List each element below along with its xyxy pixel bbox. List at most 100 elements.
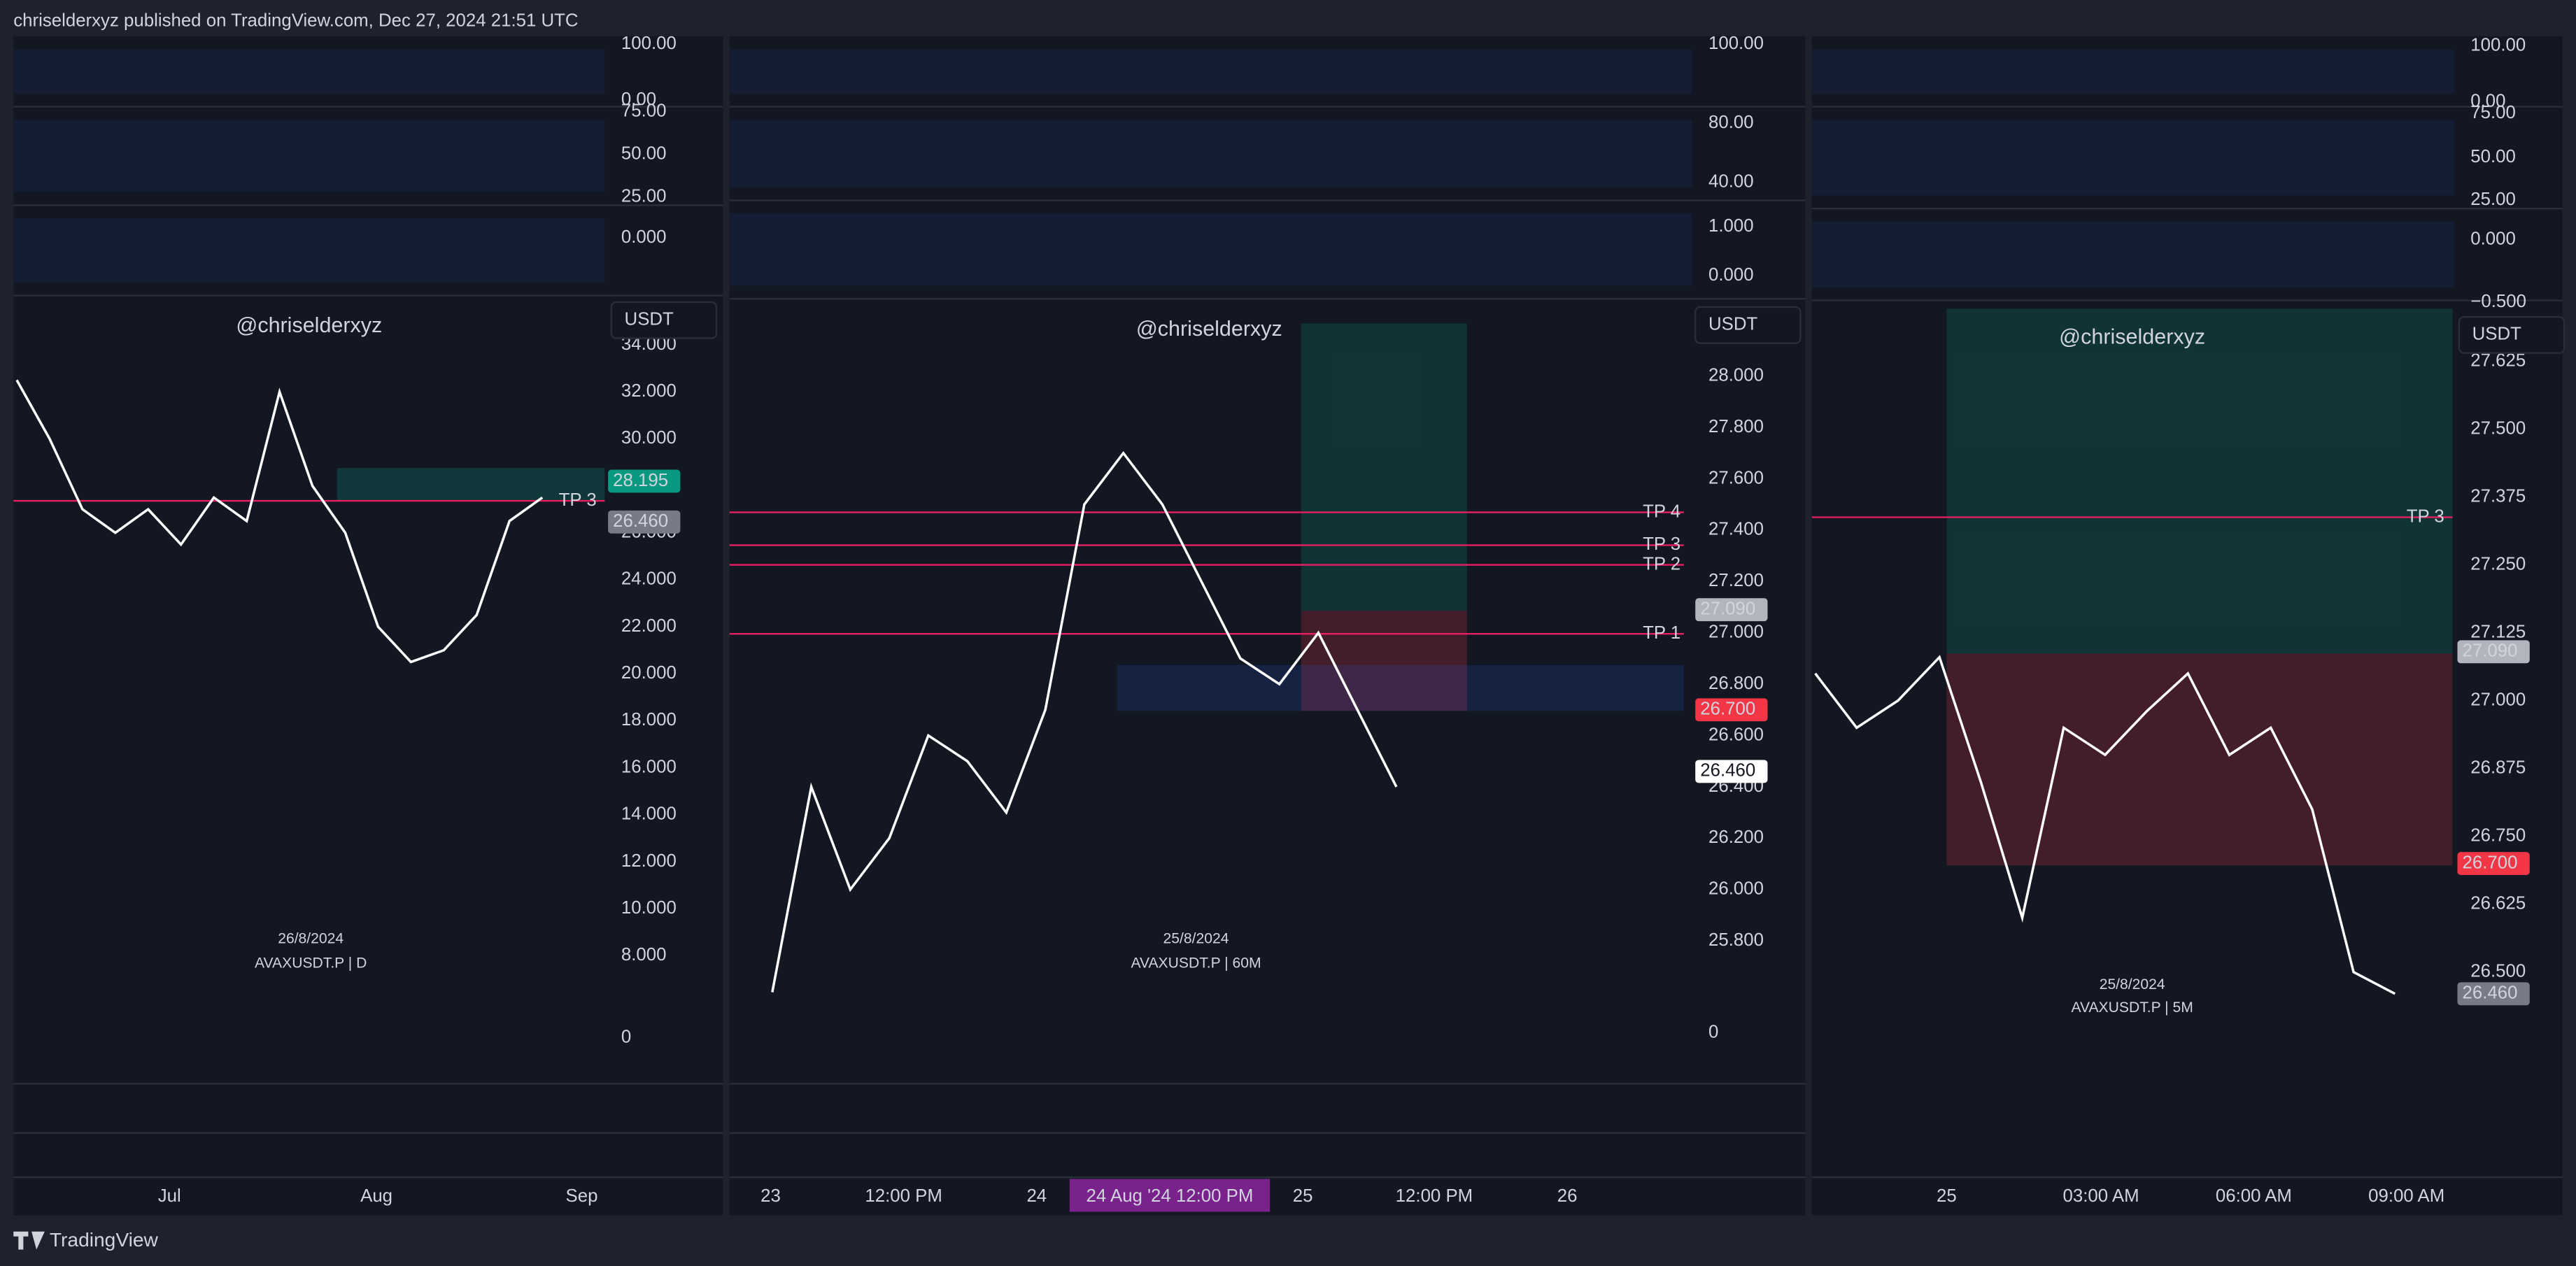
x-tick-label: Jul xyxy=(158,1186,181,1206)
price-label: 26.460 xyxy=(613,511,668,531)
x-tick-label: 24 Aug '24 12:00 PM xyxy=(1087,1186,1254,1206)
price-line xyxy=(1814,655,2396,995)
indicator-tick-label: 75.00 xyxy=(621,101,667,120)
price-tick-label: 26.875 xyxy=(2470,758,2526,778)
indicator-band xyxy=(13,218,605,283)
price-tick-label: 30.000 xyxy=(621,428,677,448)
price-tick-label: 22.000 xyxy=(621,616,677,636)
price-tick-label: 18.000 xyxy=(621,710,677,730)
indicator-band xyxy=(1811,120,2454,196)
indicator-tick-label: 0.000 xyxy=(2470,229,2516,249)
price-label: 26.700 xyxy=(2463,853,2518,872)
indicator-tick-label: 75.00 xyxy=(2470,103,2516,122)
currency-box xyxy=(610,301,718,339)
price-tick-label: 27.400 xyxy=(1708,520,1764,539)
price-label: 26.460 xyxy=(2463,983,2518,1003)
indicator-band xyxy=(1811,49,2454,94)
trade-zone xyxy=(1946,653,2453,866)
price-tick-label: 27.200 xyxy=(1708,571,1764,590)
indicator-band xyxy=(13,120,605,192)
price-tick-label: 12.000 xyxy=(621,851,677,871)
currency-label: USDT xyxy=(2472,325,2521,344)
panel-background xyxy=(13,36,723,1216)
watermark: @chriselderxyz xyxy=(236,313,382,337)
panel-background xyxy=(1811,36,2563,1216)
price-tick-label: 27.375 xyxy=(2470,486,2526,506)
price-label-box xyxy=(2457,982,2530,1006)
trade-zone xyxy=(337,468,605,502)
currency-box xyxy=(2458,315,2566,354)
indicator-tick-label: 80.00 xyxy=(1708,113,1754,132)
price-tick-label: 27.250 xyxy=(2470,554,2526,574)
indicator-tick-label: 25.00 xyxy=(2470,190,2516,209)
price-tick-label: 20.000 xyxy=(621,663,677,683)
indicator-tick-label: 100.00 xyxy=(2470,36,2526,55)
indicator-band xyxy=(729,120,1692,187)
price-tick-label: 24.000 xyxy=(621,569,677,589)
currency-label: USDT xyxy=(1708,315,1757,334)
price-tick-label: 27.125 xyxy=(2470,622,2526,641)
crosshair-date-box xyxy=(1069,1179,1271,1212)
price-line xyxy=(15,379,544,664)
x-tick-label: Aug xyxy=(360,1186,392,1206)
price-label: 26.700 xyxy=(1700,699,1755,719)
x-tick-label: 12:00 PM xyxy=(1396,1186,1473,1206)
price-label-box xyxy=(2457,852,2530,875)
x-tick-label: 24 xyxy=(1026,1186,1047,1206)
indicator-tick-label: 100.00 xyxy=(621,34,677,53)
target-label: TP 1 xyxy=(1643,623,1680,643)
price-label: 28.195 xyxy=(613,471,668,490)
x-tick-label: 25 xyxy=(1937,1186,1957,1206)
price-label-box xyxy=(608,469,681,493)
price-tick-label: 26.625 xyxy=(2470,894,2526,913)
x-tick-label: 23 xyxy=(760,1186,781,1206)
chart-symbol: AVAXUSDT.P | D xyxy=(255,955,367,972)
indicator-band xyxy=(13,49,605,94)
indicator-tick-label: 0.00 xyxy=(621,90,656,109)
price-tick-label: 27.600 xyxy=(1708,468,1764,488)
chart-date: 25/8/2024 xyxy=(2100,976,2165,993)
watermark: @chriselderxyz xyxy=(1136,317,1282,341)
price-tick-label: 26.500 xyxy=(2470,962,2526,981)
price-tick-label: 26.750 xyxy=(2470,826,2526,846)
indicator-tick-label: 50.00 xyxy=(2470,147,2516,166)
chart-symbol: AVAXUSDT.P | 5M xyxy=(2071,1000,2193,1016)
price-label-box xyxy=(608,510,681,534)
indicator-tick-label: 0.000 xyxy=(1708,265,1754,285)
indicator-band xyxy=(1811,221,2454,287)
price-label: 26.460 xyxy=(1700,761,1755,781)
chart-symbol: AVAXUSDT.P | 60M xyxy=(1131,955,1261,972)
price-tick-label: 27.625 xyxy=(2470,350,2526,370)
price-tick-label: 26.800 xyxy=(1708,674,1764,693)
x-tick-label: 25 xyxy=(1293,1186,1313,1206)
indicator-tick-label: 40.00 xyxy=(1708,171,1754,191)
price-tick-label: 27.000 xyxy=(2470,690,2526,709)
panel-background xyxy=(729,36,1806,1216)
logo xyxy=(13,1231,45,1250)
price-label: 27.090 xyxy=(1700,599,1755,618)
price-tick-label: 26.200 xyxy=(1708,827,1764,847)
price-tick-label: 16.000 xyxy=(621,757,677,776)
price-tick-label: 8.000 xyxy=(621,945,667,965)
indicator-tick-label: 0.00 xyxy=(2470,91,2505,111)
indicator-tick-label: 50.00 xyxy=(621,144,667,164)
target-label: TP 4 xyxy=(1643,502,1680,521)
footer-brand: TradingView xyxy=(50,1228,159,1251)
indicator-tick-label: 100.00 xyxy=(1708,34,1764,53)
price-label: 27.090 xyxy=(2463,641,2518,661)
price-tick-label: 10.000 xyxy=(621,898,677,918)
indicator-tick-label: −0.500 xyxy=(2470,292,2526,311)
target-label: TP 3 xyxy=(1643,534,1680,554)
indicator-tick-label: 1.000 xyxy=(1708,216,1754,236)
watermark: @chriselderxyz xyxy=(2059,325,2205,349)
price-tick-label: 26.000 xyxy=(1708,879,1764,899)
x-tick-label: 09:00 AM xyxy=(2368,1186,2444,1206)
price-tick-label: 14.000 xyxy=(621,804,677,824)
trade-zone xyxy=(1946,308,2453,654)
chart-panel: 100.00 80.00 40.00 1.000 0.000 0 28.000 27.800 2… xyxy=(729,34,1806,1216)
currency-box xyxy=(1694,306,1802,344)
indicator-tick-label: 0 xyxy=(1708,1022,1718,1041)
